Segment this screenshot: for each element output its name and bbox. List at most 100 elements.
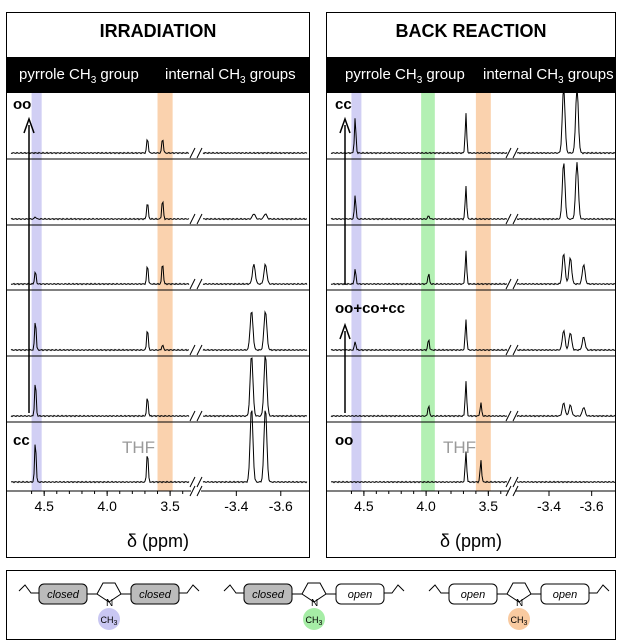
- nitrogen-label: N: [106, 598, 113, 609]
- aldehyde-left: [223, 584, 244, 594]
- tick-label: -3.4: [537, 498, 561, 514]
- arrow-head: [339, 322, 351, 340]
- spectrum-trace: [202, 262, 308, 286]
- tick-label: 4.5: [34, 498, 54, 514]
- methyl-label: CH3: [101, 615, 118, 627]
- axis-break: [505, 485, 512, 497]
- tick-label: 4.0: [97, 498, 117, 514]
- back-reaction-spectra: 4.5 4.0 3.5 -3.4 -3.6 cc oo THF oo+co+cc: [327, 86, 615, 514]
- spectrum-trace: [202, 410, 308, 484]
- methyl-subscript: 3: [319, 620, 323, 627]
- switch-box-right: [540, 583, 590, 605]
- switch-right-label: closed: [139, 589, 172, 601]
- axis-break: [505, 213, 512, 225]
- axis-break: [196, 344, 203, 356]
- panel-title: IRRADIATION: [99, 21, 217, 41]
- nitrogen-label: N: [516, 598, 523, 609]
- x-axis-label: δ (ppm): [126, 531, 190, 551]
- tick-label: -3.6: [269, 498, 293, 514]
- axis-break: [512, 147, 519, 159]
- thf-label: THF: [122, 438, 155, 457]
- pyrrole-ring: [506, 582, 532, 603]
- header-bar: pyrrole CH3 group internal CH3 groups: [7, 57, 309, 93]
- spectrum-trace: [330, 381, 508, 418]
- methyl-label: CH3: [511, 615, 528, 627]
- pyrrole-ring: [96, 582, 122, 603]
- tick-label: 4.5: [354, 498, 374, 514]
- spectrum-trace: [330, 250, 508, 286]
- axis-break: [189, 410, 196, 422]
- orange-band: [475, 93, 491, 491]
- spectrum-trace: [517, 329, 615, 352]
- axis-break: [196, 485, 203, 497]
- axis-break: [505, 410, 512, 422]
- structure-legend: closed N CH3 closed closed N CH3 open open N CH3 op…: [6, 570, 616, 640]
- methyl-subscript: 3: [524, 620, 528, 627]
- switch-right-label: open: [348, 589, 372, 601]
- orange-marker: [508, 608, 530, 630]
- pyrrole-header: pyrrole CH3 group: [19, 66, 139, 86]
- irradiation-spectra: 4.5 4.0 3.5 -3.4 -3.6 oo cc THF: [7, 93, 309, 514]
- spectrum-trace: [10, 444, 190, 484]
- axis-break: [196, 410, 203, 422]
- axis-break: [505, 147, 512, 159]
- spectrum-trace: [10, 200, 190, 221]
- irradiation-panel: IRRADIATION pyrrole CH3 group internal C…: [6, 12, 310, 558]
- molecule-structure: open N CH3 open: [428, 582, 610, 630]
- spectrum-trace: [203, 356, 307, 418]
- header-bar: pyrrole CH3 group internal CH3 groups: [327, 57, 615, 93]
- back-reaction-panel: BACK REACTION pyrrole CH3 group internal…: [326, 12, 616, 558]
- axis-break: [505, 344, 512, 356]
- molecule-structure: closed N CH3 open: [223, 582, 405, 630]
- spectrum-trace: [330, 451, 508, 484]
- spectrum-trace: [10, 384, 190, 418]
- spectrum-trace: [517, 86, 615, 155]
- orange-band: [157, 93, 173, 491]
- tick-label: 3.5: [160, 498, 180, 514]
- spectrum-trace: [330, 319, 508, 352]
- spectrum-trace: [10, 322, 189, 352]
- spectrum-trace: [516, 402, 615, 418]
- aldehyde-right: [384, 584, 405, 594]
- switch-left-label: closed: [47, 589, 80, 601]
- axis-break: [196, 278, 203, 290]
- arrow-head: [339, 116, 351, 134]
- axis-break: [505, 476, 512, 488]
- switch-box-right: [130, 583, 180, 605]
- internal-header: internal CH3 groups: [483, 66, 614, 86]
- aldehyde-left: [428, 584, 449, 594]
- panel-title: BACK REACTION: [395, 21, 547, 41]
- axis-break: [512, 278, 519, 290]
- tick-label: 3.5: [479, 498, 499, 514]
- spectrum-trace: [330, 113, 508, 155]
- axis-break: [189, 344, 196, 356]
- spectrum-trace: [10, 265, 190, 286]
- methyl-label: CH3: [306, 615, 323, 627]
- spectrum-trace: [203, 213, 308, 221]
- axis-break: [512, 485, 519, 497]
- blue-band: [31, 93, 42, 491]
- spectrum-trace: [330, 185, 508, 221]
- pyrrole-ring: [301, 582, 327, 603]
- bottom-label: cc: [13, 432, 30, 449]
- switch-box-right: [335, 583, 385, 605]
- axis-break: [512, 476, 519, 488]
- axis-break: [512, 344, 519, 356]
- axis-break: [189, 147, 196, 159]
- spectrum-trace: [516, 480, 615, 484]
- blue-marker: [98, 608, 120, 630]
- middle-label: oo+co+cc: [335, 300, 405, 317]
- aldehyde-right: [589, 584, 610, 594]
- switch-left-label: open: [461, 589, 485, 601]
- axis-break: [196, 476, 203, 488]
- spectrum-trace: [10, 138, 190, 155]
- switch-right-label: open: [553, 589, 577, 601]
- axis-break: [189, 485, 196, 497]
- tick-label: 4.0: [416, 498, 436, 514]
- spectrum-trace: [202, 310, 308, 352]
- thf-label: THF: [443, 438, 476, 457]
- blue-band: [351, 93, 362, 491]
- axis-break: [196, 147, 203, 159]
- molecule-structure: closed N CH3 closed: [18, 582, 200, 630]
